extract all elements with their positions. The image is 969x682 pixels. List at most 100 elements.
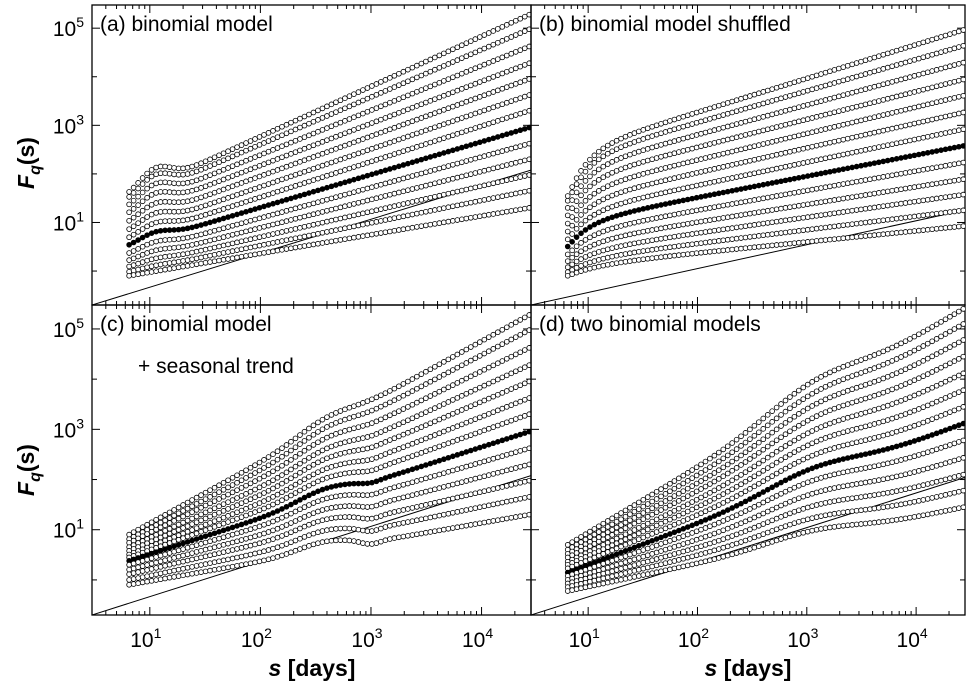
data-point	[346, 190, 353, 197]
data-point	[751, 233, 758, 240]
data-point	[252, 525, 258, 531]
data-point	[840, 181, 847, 187]
data-point	[827, 236, 833, 243]
data-point	[485, 30, 492, 36]
data-point	[707, 490, 713, 496]
data-point	[684, 159, 691, 166]
data-point	[265, 487, 272, 494]
data-point	[631, 532, 638, 539]
data-point	[911, 89, 918, 95]
data-point	[274, 534, 281, 541]
data-point	[517, 15, 524, 22]
data-point	[450, 74, 456, 81]
data-point	[880, 143, 887, 149]
data-point-filled	[517, 127, 524, 134]
data-point	[274, 554, 281, 560]
data-point	[956, 308, 962, 315]
data-point	[180, 208, 186, 215]
data-point	[261, 465, 267, 471]
data-point	[578, 192, 584, 199]
data-point	[319, 426, 326, 433]
data-point	[960, 353, 965, 360]
data-point	[796, 228, 802, 234]
data-point	[351, 139, 357, 146]
data-point	[490, 165, 497, 172]
data-point	[526, 511, 531, 518]
data-point	[769, 462, 775, 469]
data-point	[787, 190, 793, 197]
data-point	[423, 515, 429, 522]
data-point	[360, 527, 366, 534]
data-point	[283, 541, 290, 547]
data-point	[310, 200, 317, 207]
data-point	[463, 40, 470, 46]
data-point	[481, 366, 488, 373]
data-point-filled	[166, 544, 173, 551]
data-point	[942, 194, 949, 200]
data-point	[265, 520, 272, 526]
data-point	[292, 205, 299, 212]
data-point	[773, 493, 780, 499]
data-point	[809, 515, 815, 521]
data-point	[778, 136, 784, 143]
data-point	[711, 166, 718, 172]
data-point	[951, 474, 958, 480]
data-point-filled	[867, 450, 873, 456]
data-point	[288, 492, 294, 499]
data-point	[499, 499, 506, 506]
data-point	[526, 26, 531, 33]
data-point	[849, 207, 855, 214]
data-point	[261, 250, 267, 256]
data-point	[764, 497, 771, 504]
data-point	[929, 84, 935, 91]
data-point-filled	[202, 533, 209, 539]
data-point	[193, 232, 200, 239]
data-point	[301, 438, 308, 444]
data-point	[468, 432, 474, 438]
data-point	[600, 163, 607, 170]
data-point	[676, 243, 682, 249]
data-point	[836, 152, 842, 159]
data-point-filled	[782, 177, 789, 184]
data-point	[827, 197, 833, 204]
data-point	[729, 246, 735, 253]
data-point	[867, 130, 873, 137]
data-point	[175, 515, 182, 522]
data-point-filled	[427, 154, 434, 160]
data-point	[432, 138, 438, 144]
data-point	[139, 563, 146, 569]
data-point	[582, 217, 589, 224]
data-point	[369, 208, 375, 215]
data-point	[517, 513, 524, 519]
data-point	[328, 473, 335, 480]
data-point	[306, 502, 312, 508]
data-point	[494, 118, 501, 124]
data-point-filled	[391, 472, 398, 478]
data-point	[573, 181, 580, 187]
data-point	[378, 90, 384, 96]
data-point	[418, 197, 425, 203]
data-point	[733, 147, 740, 154]
data-point	[382, 462, 389, 469]
data-point	[256, 215, 263, 222]
data-point	[871, 145, 878, 151]
data-point	[490, 486, 497, 492]
data-point	[472, 80, 479, 87]
data-point	[729, 514, 735, 520]
data-point	[716, 458, 722, 465]
data-point	[265, 479, 272, 486]
data-point	[813, 400, 820, 407]
data-point	[234, 530, 240, 537]
data-point	[306, 444, 312, 451]
data-point	[720, 137, 727, 144]
data-point	[481, 382, 488, 389]
data-point	[769, 495, 775, 501]
data-point	[742, 145, 749, 152]
data-point	[157, 218, 164, 225]
data-point	[148, 167, 155, 173]
data-point-filled	[773, 482, 780, 488]
data-point	[432, 221, 438, 227]
data-point	[360, 97, 366, 104]
data-point	[279, 209, 285, 215]
data-point	[911, 228, 918, 234]
